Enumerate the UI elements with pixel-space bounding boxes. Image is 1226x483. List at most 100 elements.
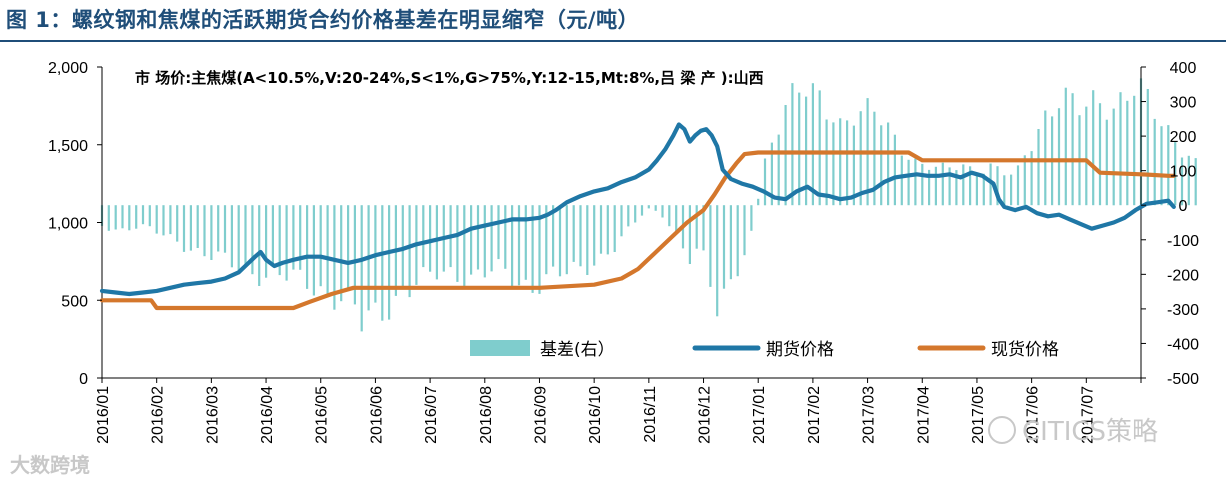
basis-bar [265, 205, 268, 278]
basis-bar [859, 111, 862, 206]
basis-bar [887, 122, 890, 206]
basis-bar [148, 205, 151, 227]
legend-label-basis: 基差(右） [540, 340, 615, 360]
basis-bar [818, 90, 821, 206]
x-ticks: 2016/01 2016/02 2016/03 2016/04 2016/05 2016/… [95, 386, 1096, 444]
watermark-left: 大数跨境 [10, 453, 90, 477]
figure-title: 图 1：螺纹钢和焦煤的活跃期货合约价格基差在明显缩窄（元/吨） [6, 8, 640, 32]
chart-annotation: 市 场价:主焦煤(A<10.5%,V:20-24%,S<1%,G>75%,Y:1… [135, 69, 764, 87]
basis-bar [770, 142, 773, 206]
basis-bar [606, 205, 609, 255]
basis-bar [1057, 108, 1061, 206]
basis-bar [531, 205, 534, 293]
basis-bar [299, 205, 302, 270]
y-right-tick-label: -400 [1167, 336, 1199, 353]
basis-bar [483, 205, 486, 278]
basis-bar [928, 169, 931, 206]
basis-bar [490, 205, 493, 272]
basis-bar [1023, 155, 1026, 206]
basis-bar [743, 205, 746, 256]
basis-bar [948, 167, 951, 206]
basis-bar [757, 198, 760, 206]
legend-label-spot: 现货价格 [991, 340, 1059, 360]
basis-bar [333, 205, 336, 310]
basis-bar [141, 205, 145, 225]
basis-bar [1098, 103, 1102, 206]
basis-bar [517, 205, 521, 286]
basis-bar [476, 205, 480, 270]
basis-bar [722, 205, 726, 289]
basis-bar [900, 155, 903, 206]
basis-bar [750, 205, 753, 231]
basis-bar [955, 170, 958, 206]
basis-bar [312, 205, 315, 296]
basis-bar [832, 122, 835, 206]
basis-bar [210, 205, 213, 260]
basis-bar [893, 134, 896, 206]
basis-bar [340, 205, 343, 302]
basis-bar [1119, 92, 1122, 206]
basis-bar [716, 205, 719, 317]
wechat-icon [988, 416, 1016, 444]
x-tick-label: 2016/03 [204, 386, 221, 444]
basis-bar [1174, 142, 1177, 206]
basis-bar [511, 205, 514, 287]
basis-bar [1037, 129, 1040, 206]
basis-bar [128, 205, 131, 231]
basis-bar [114, 205, 117, 230]
price-lines [99, 122, 1176, 311]
basis-bar [435, 205, 438, 280]
y-left-tick-label: 1,500 [48, 138, 88, 155]
basis-bar [456, 205, 459, 282]
basis-bar [319, 205, 322, 287]
basis-bar [695, 205, 698, 249]
basis-bar [1044, 110, 1047, 206]
basis-bar [1187, 155, 1190, 206]
basis-bar [811, 83, 814, 206]
basis-bar [1112, 108, 1115, 206]
basis-bar [176, 205, 179, 242]
basis-bar [647, 205, 650, 209]
basis-bar [196, 205, 199, 248]
basis-bar [347, 205, 350, 288]
basis-bar [852, 125, 855, 206]
y-right-tick-label: -200 [1167, 267, 1199, 284]
basis-bar [654, 205, 657, 211]
basis-bar [162, 205, 165, 236]
x-tick-label: 2016/05 [314, 386, 331, 444]
basis-bar [969, 166, 972, 206]
basis-bar [1160, 126, 1163, 206]
basis-bar [702, 205, 705, 251]
x-tick-label: 2016/09 [532, 386, 549, 444]
futures-price-line [99, 122, 1176, 297]
basis-bar [661, 205, 664, 218]
basis-bar [579, 205, 582, 267]
basis-bar [463, 205, 466, 289]
spot-price-line [99, 150, 1176, 311]
y-left-tick-label: 1,000 [48, 216, 88, 233]
basis-bar [593, 205, 596, 266]
basis-bar [1030, 151, 1033, 206]
basis-bar [545, 205, 548, 275]
basis-bar [169, 205, 172, 235]
basis-bar [914, 158, 917, 206]
basis-bar [258, 205, 261, 286]
basis-bar [497, 205, 500, 260]
y-right-tick-label: -500 [1167, 371, 1199, 388]
basis-bar [271, 205, 274, 267]
y-right-tick-label: -100 [1167, 233, 1199, 250]
x-tick-label: 2016/10 [587, 386, 604, 444]
basis-bar [791, 83, 794, 206]
basis-bar [586, 205, 589, 275]
x-tick-label: 2016/12 [697, 386, 714, 444]
basis-bar [388, 205, 391, 320]
basis-bar [907, 159, 910, 206]
basis-bar [1180, 157, 1184, 206]
basis-bar [1085, 106, 1088, 206]
basis-bar [381, 205, 384, 321]
y-right-tick-label: 300 [1170, 95, 1197, 112]
basis-bar [306, 205, 309, 289]
basis-bar [1064, 87, 1067, 206]
basis-bar [839, 118, 842, 206]
